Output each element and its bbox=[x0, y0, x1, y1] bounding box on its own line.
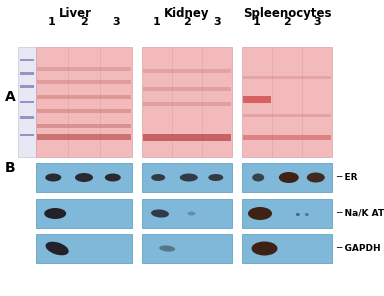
Bar bbox=[37, 124, 131, 128]
Bar bbox=[143, 69, 231, 73]
Bar bbox=[242, 234, 332, 263]
Bar bbox=[37, 109, 131, 113]
Bar bbox=[37, 94, 131, 99]
Bar bbox=[37, 80, 131, 84]
Text: Kidney: Kidney bbox=[164, 7, 210, 20]
Text: Spleenocytes: Spleenocytes bbox=[243, 7, 331, 20]
Text: Liver: Liver bbox=[58, 7, 91, 20]
Text: ─ Na/K ATPase: ─ Na/K ATPase bbox=[336, 209, 384, 218]
Text: 3: 3 bbox=[112, 17, 120, 27]
Ellipse shape bbox=[279, 172, 299, 183]
Ellipse shape bbox=[105, 173, 121, 181]
Ellipse shape bbox=[180, 173, 198, 181]
Text: ─ GAPDH: ─ GAPDH bbox=[336, 244, 381, 253]
Bar bbox=[20, 101, 34, 103]
Text: 1: 1 bbox=[153, 17, 161, 27]
Ellipse shape bbox=[296, 213, 300, 216]
Bar bbox=[142, 234, 232, 263]
Ellipse shape bbox=[44, 208, 66, 219]
Bar bbox=[20, 134, 34, 136]
Text: 1: 1 bbox=[253, 17, 261, 27]
Ellipse shape bbox=[159, 245, 175, 252]
Ellipse shape bbox=[46, 242, 69, 255]
Ellipse shape bbox=[208, 174, 223, 181]
Ellipse shape bbox=[252, 242, 278, 255]
Ellipse shape bbox=[305, 213, 309, 216]
Bar bbox=[20, 59, 34, 61]
Ellipse shape bbox=[151, 210, 169, 218]
Text: 2: 2 bbox=[80, 17, 88, 27]
Bar bbox=[143, 134, 231, 141]
Ellipse shape bbox=[252, 173, 264, 181]
Text: 2: 2 bbox=[183, 17, 191, 27]
Text: 2: 2 bbox=[283, 17, 291, 27]
Ellipse shape bbox=[248, 207, 272, 220]
Text: A: A bbox=[5, 90, 16, 104]
Bar bbox=[36, 199, 132, 228]
Bar bbox=[36, 163, 132, 192]
Bar bbox=[242, 199, 332, 228]
Bar bbox=[243, 135, 331, 140]
Bar bbox=[37, 134, 131, 140]
Text: ─ ER: ─ ER bbox=[336, 173, 358, 182]
Ellipse shape bbox=[45, 173, 61, 181]
Bar bbox=[142, 199, 232, 228]
Bar bbox=[20, 116, 34, 119]
Bar bbox=[142, 47, 232, 157]
Text: 1: 1 bbox=[48, 17, 56, 27]
Bar bbox=[18, 47, 36, 157]
Ellipse shape bbox=[75, 173, 93, 182]
Bar bbox=[142, 163, 232, 192]
Ellipse shape bbox=[187, 212, 195, 215]
Bar bbox=[243, 114, 331, 117]
Bar bbox=[36, 47, 132, 157]
Text: B: B bbox=[5, 161, 16, 175]
Ellipse shape bbox=[307, 173, 325, 183]
Bar bbox=[20, 86, 34, 88]
Bar bbox=[242, 47, 332, 157]
Ellipse shape bbox=[151, 174, 165, 181]
Bar bbox=[243, 76, 331, 79]
Bar bbox=[36, 234, 132, 263]
Bar bbox=[143, 87, 231, 91]
Bar bbox=[243, 96, 271, 103]
Bar bbox=[20, 72, 34, 75]
Bar bbox=[37, 67, 131, 71]
Text: 3: 3 bbox=[213, 17, 221, 27]
Bar bbox=[242, 163, 332, 192]
Bar bbox=[143, 102, 231, 106]
Text: 3: 3 bbox=[313, 17, 321, 27]
